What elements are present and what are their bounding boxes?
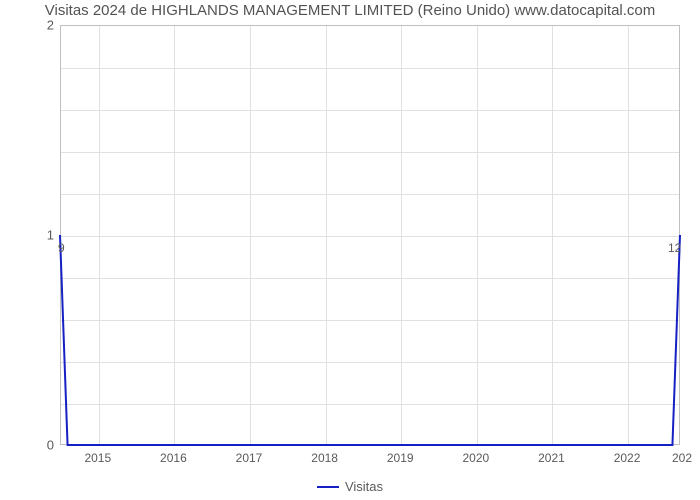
x-tick-label: 202 xyxy=(672,451,692,465)
y-tick-label: 2 xyxy=(36,18,54,33)
x-tick-label: 2020 xyxy=(462,451,489,465)
data-label: 12 xyxy=(668,241,681,255)
line-series xyxy=(0,0,700,500)
x-tick-label: 2018 xyxy=(311,451,338,465)
legend-label: Visitas xyxy=(345,479,383,494)
data-label: 9 xyxy=(58,241,65,255)
y-tick-label: 0 xyxy=(36,438,54,453)
x-tick-label: 2016 xyxy=(160,451,187,465)
legend-swatch xyxy=(317,486,339,488)
x-tick-label: 2017 xyxy=(236,451,263,465)
x-tick-label: 2022 xyxy=(614,451,641,465)
legend: Visitas xyxy=(0,478,700,494)
x-tick-label: 2021 xyxy=(538,451,565,465)
x-tick-label: 2015 xyxy=(84,451,111,465)
y-tick-label: 1 xyxy=(36,228,54,243)
x-tick-label: 2019 xyxy=(387,451,414,465)
